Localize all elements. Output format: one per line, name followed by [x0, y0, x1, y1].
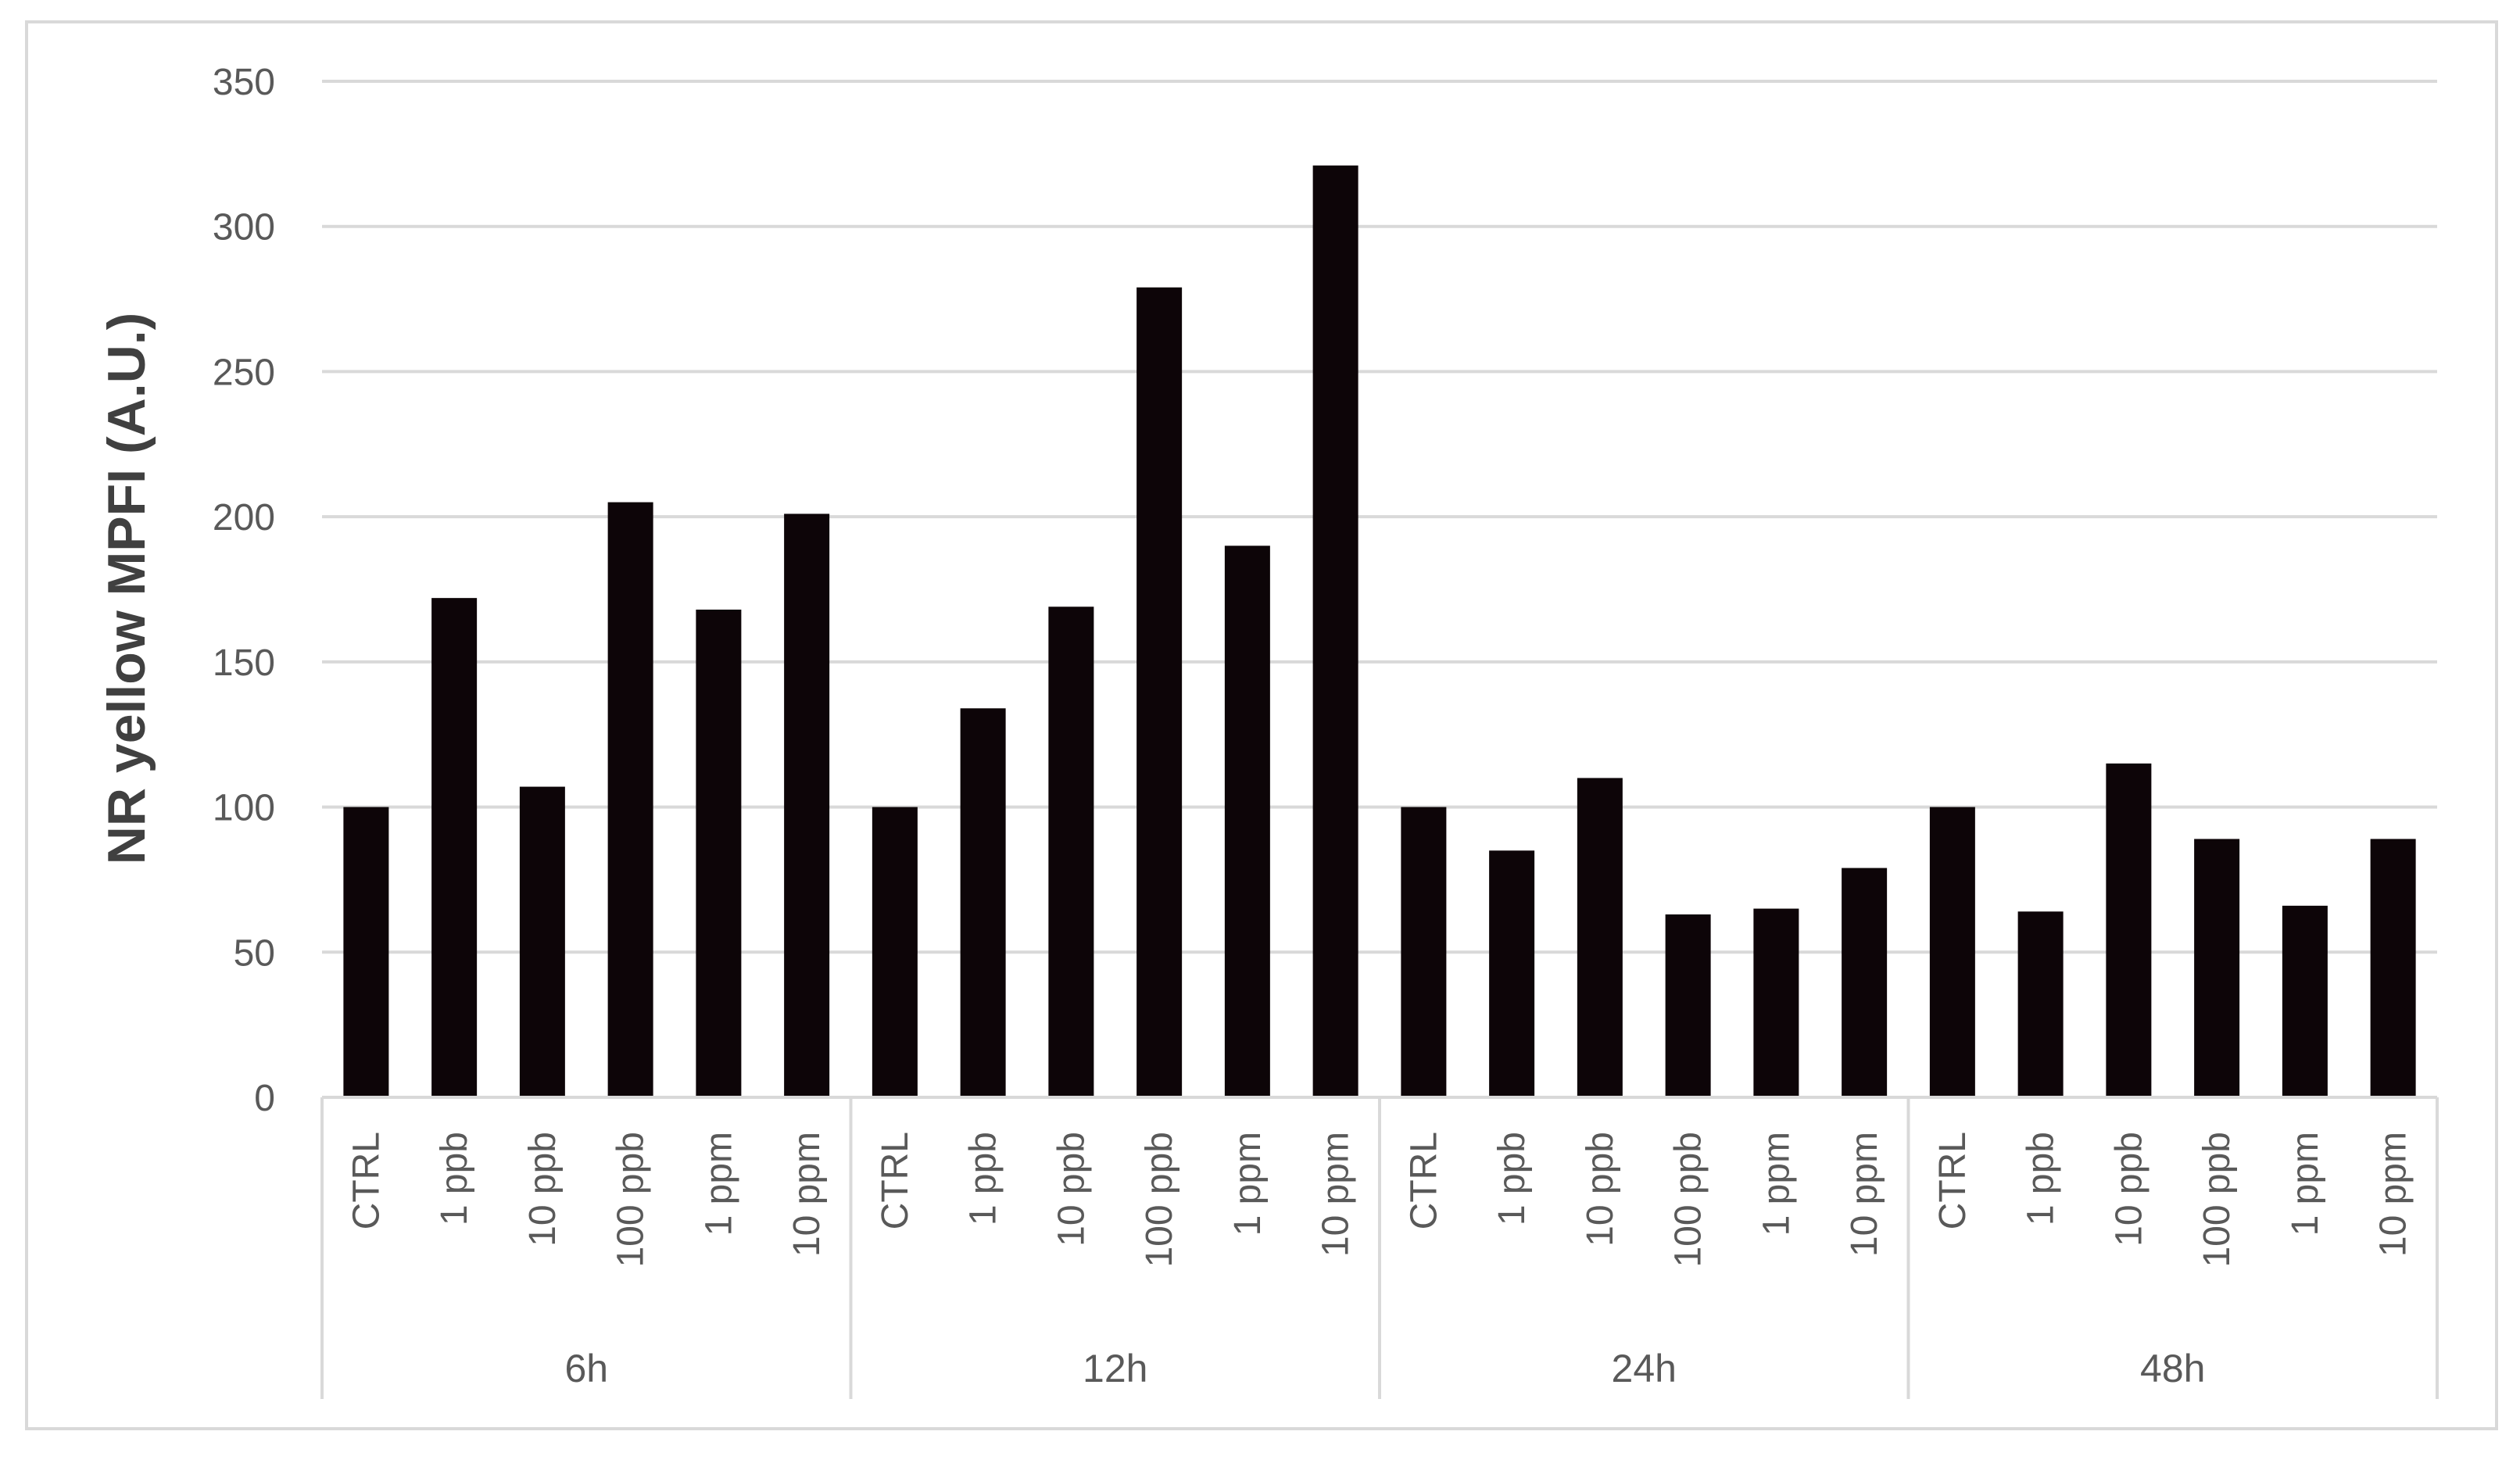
bar-6h-ctrl	[343, 807, 389, 1097]
bar-24h-10-ppb	[1577, 778, 1623, 1097]
group-labels: 6h 12h 24h 48h	[564, 1347, 2205, 1390]
x-category-label-6h-1-ppb: 1 ppb	[434, 1132, 475, 1225]
y-tick-label-150: 150	[213, 642, 275, 684]
bar-12h-1-ppm	[1224, 546, 1270, 1097]
x-category-label-48h-1-ppm: 1 ppm	[2285, 1132, 2326, 1236]
x-category-label-12h-10-ppm: 10 ppm	[1315, 1132, 1357, 1257]
y-tick-label-350: 350	[213, 62, 275, 103]
bar-6h-10-ppb	[519, 786, 565, 1097]
bar-48h-ctrl	[1929, 807, 1975, 1097]
bar-24h-10-ppm	[1842, 868, 1888, 1097]
y-axis-title: NR yellow MPFI (A.U.)	[97, 313, 156, 864]
bar-6h-10-ppm	[784, 513, 830, 1097]
x-category-label-12h-1-ppb: 1 ppb	[963, 1132, 1004, 1225]
x-category-label-48h-ctrl: CTRL	[1932, 1132, 1974, 1229]
x-category-label-6h-10-ppm: 10 ppm	[786, 1132, 828, 1257]
bar-24h-100-ppb	[1665, 914, 1711, 1097]
bar-6h-100-ppb	[607, 502, 653, 1097]
bars	[343, 165, 2416, 1098]
category-labels: CTRL 1 ppb 10 ppb 100 ppb 1 ppm 10 ppm CTRL 1 p…	[345, 1132, 2414, 1268]
x-category-label-48h-10-ppm: 10 ppm	[2373, 1132, 2414, 1257]
y-tick-label-300: 300	[213, 207, 275, 249]
bar-12h-10-ppb	[1048, 606, 1094, 1097]
x-category-label-12h-100-ppb: 100 ppb	[1139, 1132, 1180, 1268]
bar-24h-1-ppb	[1489, 850, 1535, 1097]
bar-48h-1-ppm	[2282, 905, 2328, 1097]
bar-24h-ctrl	[1401, 807, 1447, 1097]
x-category-label-12h-1-ppm: 1 ppm	[1227, 1132, 1269, 1236]
x-category-label-48h-100-ppb: 100 ppb	[2196, 1132, 2238, 1268]
x-category-label-6h-ctrl: CTRL	[345, 1132, 387, 1229]
bar-12h-100-ppb	[1137, 287, 1183, 1097]
gridlines	[322, 80, 2437, 954]
bar-12h-10-ppm	[1312, 165, 1358, 1098]
x-category-label-12h-10-ppb: 10 ppb	[1051, 1132, 1092, 1247]
x-category-label-6h-10-ppb: 10 ppb	[522, 1132, 564, 1247]
x-category-label-24h-100-ppb: 100 ppb	[1668, 1132, 1709, 1268]
group-label-12h: 12h	[1083, 1347, 1147, 1390]
x-category-label-24h-1-ppm: 1 ppm	[1756, 1132, 1797, 1236]
y-tick-label-100: 100	[213, 788, 275, 829]
bar-24h-1-ppm	[1753, 908, 1799, 1097]
group-label-48h: 48h	[2140, 1347, 2205, 1390]
y-tick-label-0: 0	[254, 1078, 275, 1119]
y-tick-label-200: 200	[213, 497, 275, 538]
group-label-24h: 24h	[1612, 1347, 1677, 1390]
x-category-label-24h-10-ppb: 10 ppb	[1580, 1132, 1621, 1247]
x-category-label-48h-10-ppb: 10 ppb	[2108, 1132, 2150, 1247]
x-axis	[320, 1096, 2439, 1399]
x-category-label-24h-10-ppm: 10 ppm	[1844, 1132, 1885, 1257]
y-tick-label-250: 250	[213, 352, 275, 393]
group-label-6h: 6h	[564, 1347, 608, 1390]
x-category-label-12h-ctrl: CTRL	[875, 1132, 916, 1229]
x-category-label-24h-1-ppb: 1 ppb	[1491, 1132, 1533, 1225]
bar-6h-1-ppm	[696, 610, 742, 1097]
y-tick-label-50: 50	[234, 932, 275, 974]
x-category-label-48h-1-ppb: 1 ppb	[2021, 1132, 2062, 1225]
bar-48h-1-ppb	[2017, 911, 2064, 1097]
bar-12h-ctrl	[872, 807, 918, 1097]
bar-6h-1-ppb	[431, 598, 478, 1097]
bar-48h-10-ppm	[2370, 839, 2416, 1097]
y-axis-ticks: 0 50 100 150 200 250 300 350	[213, 62, 275, 1119]
x-category-label-6h-1-ppm: 1 ppm	[698, 1132, 739, 1236]
x-category-label-6h-100-ppb: 100 ppb	[610, 1132, 652, 1268]
bar-48h-100-ppb	[2194, 839, 2240, 1097]
bar-48h-10-ppb	[2106, 763, 2152, 1097]
x-category-label-24h-ctrl: CTRL	[1403, 1132, 1444, 1229]
bar-12h-1-ppb	[960, 708, 1006, 1097]
